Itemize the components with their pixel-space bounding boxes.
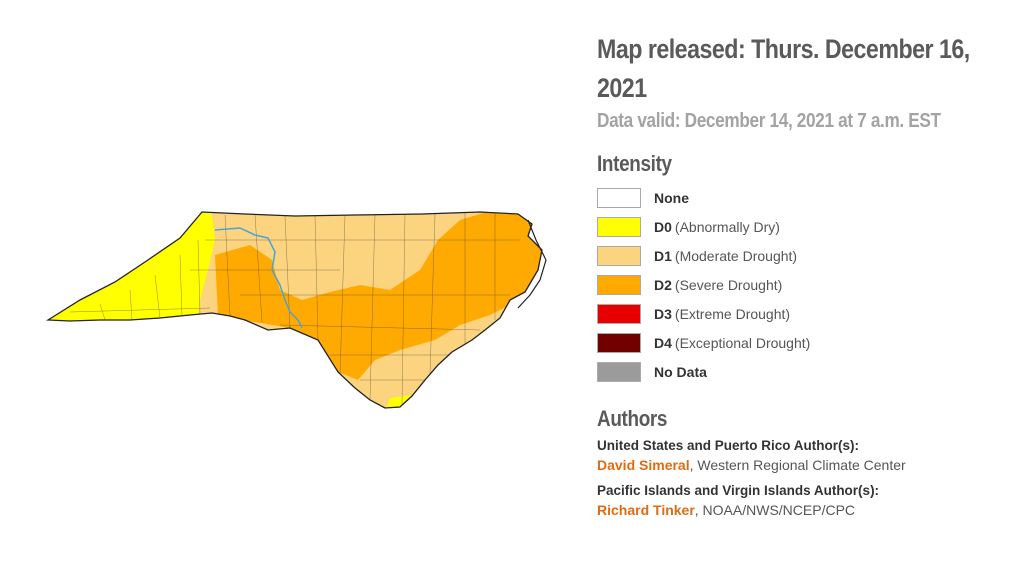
legend-item-d4: D4 (Exceptional Drought) <box>597 328 1007 357</box>
legend-desc: (Exceptional Drought) <box>674 334 811 351</box>
river <box>214 227 303 329</box>
legend-item-d3: D3 (Extreme Drought) <box>597 299 1007 328</box>
legend-code: D2 <box>654 276 672 293</box>
drought-map <box>40 200 560 420</box>
county-lines <box>69 213 520 406</box>
legend-item-d0: D0 (Abnormally Dry) <box>597 212 1007 241</box>
legend-swatch <box>597 361 641 382</box>
info-panel: Map released: Thurs. December 16, 2021 D… <box>597 30 1007 518</box>
outer-banks <box>517 219 547 309</box>
author-org: , NOAA/NWS/NCEP/CPC <box>694 502 856 518</box>
legend-swatch <box>597 216 641 237</box>
authors-section: Authors United States and Puerto Rico Au… <box>597 406 1007 518</box>
legend-item-none: None <box>597 183 1007 212</box>
author-group-label: Pacific Islands and Virgin Islands Autho… <box>597 483 880 498</box>
data-valid-date: Data valid: December 14, 2021 at 7 a.m. … <box>597 110 941 132</box>
author-org: , Western Regional Climate Center <box>689 457 906 473</box>
author-group-label: United States and Puerto Rico Author(s): <box>597 438 860 453</box>
legend-swatch <box>597 332 641 353</box>
author-link[interactable]: Richard Tinker <box>597 502 695 518</box>
legend-code: No Data <box>654 363 707 380</box>
legend-swatch <box>597 245 641 266</box>
state-outline <box>45 211 543 409</box>
legend-code: D3 <box>654 305 672 322</box>
author-line: David Simeral, Western Regional Climate … <box>597 457 1007 473</box>
legend-code: D1 <box>654 247 672 264</box>
legend-code: None <box>654 189 689 206</box>
authors-title: Authors <box>597 406 668 431</box>
legend-title: Intensity <box>597 151 672 176</box>
legend-code: D4 <box>654 334 672 351</box>
legend-swatch <box>597 187 641 208</box>
legend-item-d2: D2 (Severe Drought) <box>597 270 1007 299</box>
map-release-title: Map released: Thurs. December 16, 2021 <box>597 34 970 103</box>
legend-code: D0 <box>654 218 672 235</box>
author-line: Richard Tinker, NOAA/NWS/NCEP/CPC <box>597 502 1007 518</box>
author-link[interactable]: David Simeral <box>597 457 690 473</box>
legend: None D0 (Abnormally Dry) D1 (Moderate Dr… <box>597 183 1007 386</box>
legend-desc: (Moderate Drought) <box>674 247 798 264</box>
legend-item-no-data: No Data <box>597 357 1007 386</box>
legend-desc: (Extreme Drought) <box>674 305 791 322</box>
legend-item-d1: D1 (Moderate Drought) <box>597 241 1007 270</box>
legend-desc: (Abnormally Dry) <box>674 218 780 235</box>
legend-swatch <box>597 303 641 324</box>
legend-swatch <box>597 274 641 295</box>
d2-region-northeast <box>470 220 542 275</box>
legend-desc: (Severe Drought) <box>674 276 783 293</box>
